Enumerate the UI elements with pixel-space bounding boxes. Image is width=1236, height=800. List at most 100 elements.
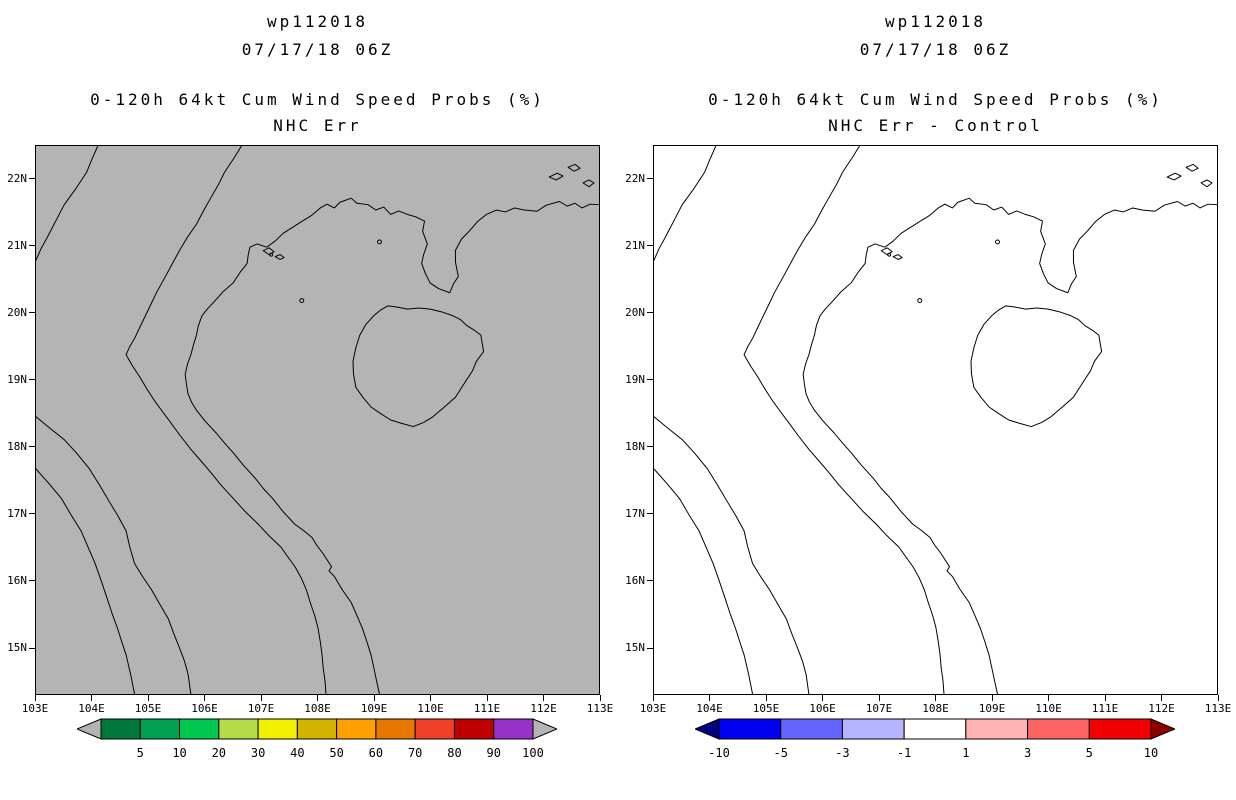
- lat-tick-label: 20N: [7, 305, 27, 319]
- colorbar-label: 80: [447, 746, 461, 760]
- lat-tick-label: 20N: [625, 305, 645, 319]
- colorbar-label: 60: [369, 746, 383, 760]
- lon-tick-label: 111E: [1091, 702, 1119, 715]
- lon-tick-label: 110E: [417, 702, 444, 715]
- lon-tick: [599, 695, 601, 701]
- lon-tick: [709, 695, 710, 701]
- lon-tick: [1104, 695, 1106, 701]
- colorbar-segment: [841, 718, 905, 740]
- lon-tick-label: 104E: [696, 702, 723, 715]
- colorbar-segment: [179, 718, 220, 740]
- lat-tick: [647, 178, 653, 180]
- map-nhc-err-minus-control: [653, 145, 1218, 695]
- lon-tick-label: 105E: [752, 702, 780, 715]
- init-datetime: 07/17/18 06Z: [859, 40, 1012, 59]
- lat-tick: [29, 178, 35, 180]
- colorbar-label: 10: [1144, 746, 1158, 760]
- colorbar-segment: [1088, 718, 1152, 740]
- colorbar-segment: [296, 718, 338, 740]
- colorbar-label: -3: [835, 746, 849, 760]
- lon-tick: [91, 695, 92, 701]
- colorbar-segment: [375, 718, 416, 740]
- lat-tick-label: 21N: [7, 238, 27, 252]
- colorbar-label: 100: [522, 746, 544, 760]
- lon-tick-label: 111E: [473, 702, 501, 715]
- lat-tick: [29, 245, 35, 247]
- lon-tick-label: 113E: [586, 702, 614, 715]
- lat-tick: [647, 312, 653, 314]
- lat-tick: [647, 513, 653, 515]
- lon-tick: [543, 695, 544, 701]
- lat-tick-label: 17N: [7, 506, 27, 520]
- colorbar-label: 10: [172, 746, 186, 760]
- lon-tick-label: 109E: [360, 702, 388, 715]
- plot-subtitle: NHC Err: [273, 116, 362, 135]
- colorbar-segment: [336, 718, 377, 740]
- lon-tick-label: 106E: [809, 702, 836, 715]
- lon-tick: [204, 695, 205, 701]
- colorbar-label: 3: [1024, 746, 1031, 760]
- colorbar-arrow-right: [532, 718, 559, 740]
- colorbar-segment: [453, 718, 495, 740]
- lon-tick: [34, 695, 36, 701]
- colorbar-arrow-left: [75, 718, 102, 740]
- colorbar-label: -1: [897, 746, 911, 760]
- lon-tick: [1217, 695, 1219, 701]
- lat-tick-label: 22N: [625, 171, 645, 185]
- colorbar-segment: [718, 718, 782, 740]
- lat-tick-label: 15N: [7, 641, 27, 655]
- lon-tick-label: 103E: [21, 702, 49, 715]
- storm-id: wp112018: [266, 12, 369, 31]
- lon-tick-label: 108E: [304, 702, 331, 715]
- colorbar-difference: -10 -5 -3 -1 1 3 5 10: [693, 718, 1177, 766]
- lat-tick-label: 18N: [625, 439, 645, 453]
- colorbar-segment: [903, 718, 967, 740]
- map-nhc-err: [35, 145, 600, 695]
- lon-tick-label: 104E: [78, 702, 105, 715]
- lat-tick-label: 16N: [7, 573, 27, 587]
- lat-tick: [29, 647, 35, 649]
- colorbar-svg: 5 10 20 30 40 50 60 70 80 90 100: [75, 718, 559, 760]
- plot-title: 0-120h 64kt Cum Wind Speed Probs (%): [708, 90, 1163, 109]
- lat-tick-label: 21N: [625, 238, 645, 252]
- storm-id: wp112018: [884, 12, 987, 31]
- lon-tick: [935, 695, 936, 701]
- init-datetime: 07/17/18 06Z: [241, 40, 394, 59]
- lat-tick: [29, 580, 35, 582]
- colorbar-segment: [1027, 718, 1090, 740]
- coastline-map-svg: [654, 146, 1217, 694]
- colorbar-svg: -10 -5 -3 -1 1 3 5 10: [693, 718, 1177, 760]
- lon-tick-label: 107E: [865, 702, 893, 715]
- lon-tick-label: 112E: [1148, 702, 1175, 715]
- panel-nhc-err-minus-control: wp112018 07/17/18 06Z 0-120h 64kt Cum Wi…: [618, 0, 1236, 800]
- lat-tick: [29, 446, 35, 448]
- lat-tick-label: 19N: [625, 372, 645, 386]
- lon-tick-label: 107E: [247, 702, 275, 715]
- lon-tick-label: 106E: [191, 702, 218, 715]
- lat-tick: [29, 379, 35, 381]
- lon-tick-label: 109E: [978, 702, 1006, 715]
- lon-tick: [765, 695, 767, 701]
- colorbar-segment: [218, 718, 259, 740]
- colorbar-label: 1: [962, 746, 969, 760]
- plot-subtitle: NHC Err - Control: [828, 116, 1043, 135]
- colorbar-segment: [257, 718, 298, 740]
- lon-tick: [486, 695, 488, 701]
- colorbar-segment: [965, 718, 1029, 740]
- colorbar-segment: [414, 718, 455, 740]
- colorbar-arrow-right: [1150, 718, 1177, 740]
- colorbar-segment: [780, 718, 843, 740]
- panel-nhc-err: wp112018 07/17/18 06Z 0-120h 64kt Cum Wi…: [7, 12, 613, 760]
- lat-tick: [647, 245, 653, 247]
- lon-tick: [878, 695, 880, 701]
- lat-tick-label: 17N: [625, 506, 645, 520]
- lon-tick: [430, 695, 431, 701]
- plot-title: 0-120h 64kt Cum Wind Speed Probs (%): [90, 90, 545, 109]
- lon-tick: [373, 695, 375, 701]
- lon-tick: [1048, 695, 1049, 701]
- colorbar-label: 30: [251, 746, 265, 760]
- lat-tick-label: 22N: [7, 171, 27, 185]
- colorbar-label: -5: [773, 746, 787, 760]
- lat-tick-label: 19N: [7, 372, 27, 386]
